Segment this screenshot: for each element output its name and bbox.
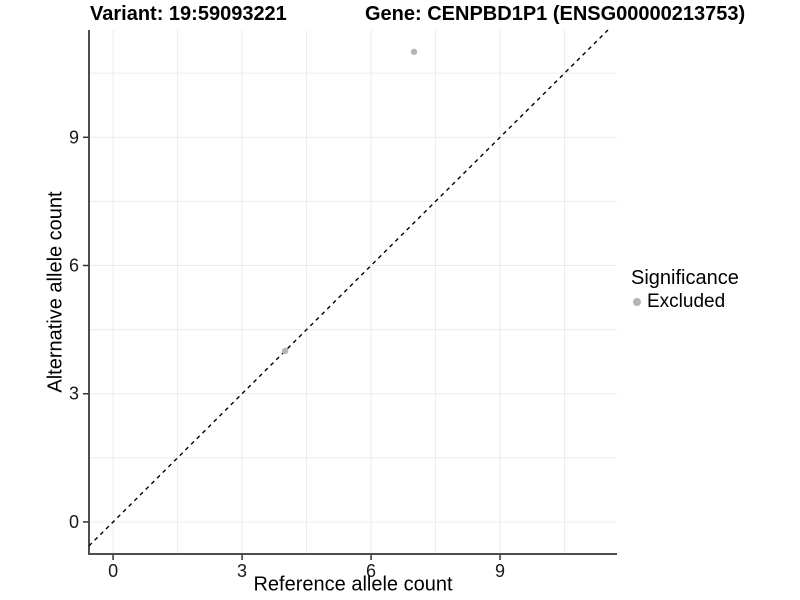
identity-dashed-line	[88, 29, 609, 547]
data-point	[281, 347, 289, 355]
x-tick-label: 0	[108, 561, 118, 581]
legend-item-label: Excluded	[647, 291, 726, 312]
x-tick-label: 3	[237, 561, 247, 581]
y-tick-label: 9	[69, 127, 79, 147]
y-tick-label: 6	[69, 256, 79, 276]
legend-point-icon	[633, 298, 641, 306]
plot-title-variant: Variant: 19:59093221	[90, 3, 287, 25]
legend: Significance Excluded	[631, 266, 739, 313]
y-tick-label: 3	[69, 384, 79, 404]
y-axis-title: Alternative allele count	[44, 191, 67, 393]
legend-item-excluded: Excluded	[631, 291, 739, 313]
plot-title-gene: Gene: CENPBD1P1 (ENSG00000213753)	[365, 3, 746, 25]
x-tick-label: 6	[366, 561, 376, 581]
data-point	[410, 48, 418, 55]
y-tick-label: 0	[69, 512, 79, 532]
legend-title: Significance	[631, 267, 739, 289]
x-tick-label: 9	[495, 561, 505, 581]
x-axis-title: Reference allele count	[253, 573, 453, 596]
